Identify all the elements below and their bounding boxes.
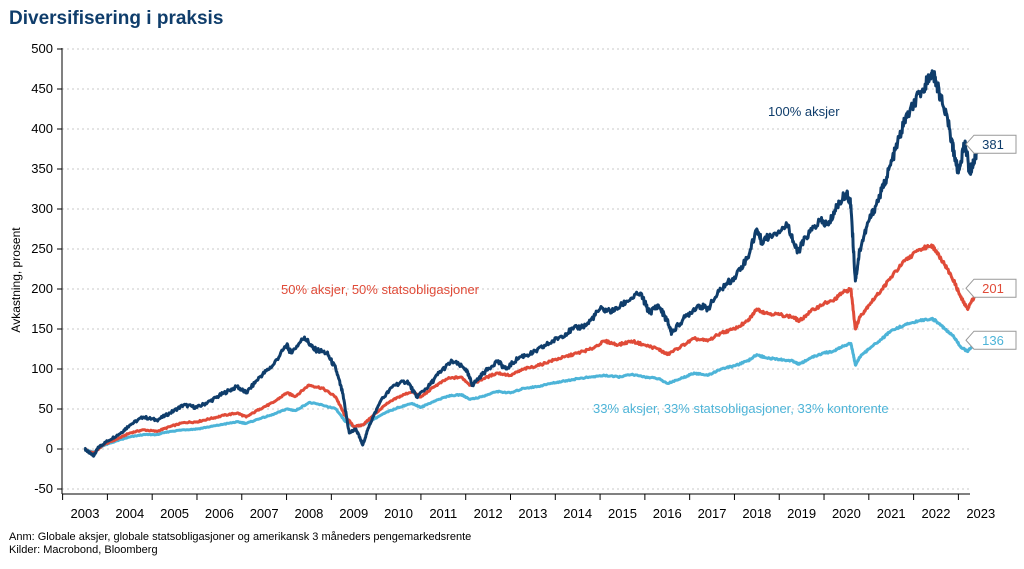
y-tick-label: 300 [31, 201, 53, 216]
x-tick-label: 2016 [653, 506, 682, 521]
y-tick-label: 450 [31, 81, 53, 96]
x-tick-label: 2017 [698, 506, 727, 521]
x-tick-label: 2015 [608, 506, 637, 521]
x-tick-label: 2018 [742, 506, 771, 521]
x-axis-ticks: 2003 2004 2005 2006 2007 2008 2009 2010 2011 2012… [62, 494, 995, 521]
y-tick-label: 50 [39, 401, 53, 416]
y-tick-label: 150 [31, 321, 53, 336]
end-label-box [965, 134, 1017, 154]
end-label-box [965, 278, 1017, 298]
end-value-label: 201 [982, 281, 1004, 296]
y-tick-label: -50 [34, 481, 53, 496]
y-tick-label: 500 [31, 41, 53, 56]
series-lines [83, 69, 981, 458]
end-value-label: 136 [982, 333, 1004, 348]
page-title: Diversifisering i praksis [9, 8, 224, 29]
x-tick-label: 2012 [474, 506, 503, 521]
series-annotation: 100% aksjer [768, 104, 840, 119]
x-tick-label: 2023 [966, 506, 995, 521]
source-text: Kilder: Macrobond, Bloomberg [9, 544, 158, 556]
series-line [83, 316, 980, 454]
y-tick-label: 400 [31, 121, 53, 136]
x-tick-label: 2019 [787, 506, 816, 521]
gridlines [62, 48, 970, 490]
x-tick-label: 2011 [429, 506, 457, 521]
y-tick-label: 0 [46, 441, 53, 456]
x-tick-label: 2013 [518, 506, 547, 521]
x-tick-label: 2008 [294, 506, 323, 521]
y-tick-label: 200 [31, 281, 53, 296]
note-text: Anm: Globale aksjer, globale statsobliga… [9, 531, 472, 543]
end-label-box [965, 330, 1017, 350]
x-tick-label: 2009 [339, 506, 368, 521]
x-tick-label: 2021 [877, 506, 906, 521]
series-annotations: 100% aksjer 50% aksjer, 50% statsobligasj… [281, 104, 889, 416]
y-axis-ticks: -50 0 50 100 150 200 250 300 350 400 450 500 [31, 41, 62, 496]
x-tick-label: 2022 [922, 506, 951, 521]
series-line [83, 69, 981, 458]
y-axis-label: Avkastning, prosent [9, 227, 23, 333]
x-tick-label: 2010 [384, 506, 413, 521]
x-tick-label: 2003 [71, 506, 100, 521]
y-tick-label: 350 [31, 161, 53, 176]
x-tick-label: 2004 [115, 506, 144, 521]
footnotes: Anm: Globale aksjer, globale statsobliga… [9, 531, 471, 557]
end-value-label: 381 [982, 137, 1004, 152]
y-tick-label: 100 [31, 361, 53, 376]
x-tick-label: 2005 [160, 506, 189, 521]
y-tick-label: 250 [31, 241, 53, 256]
x-tick-label: 2020 [832, 506, 861, 521]
series-annotation: 33% aksjer, 33% statsobligasjoner, 33% k… [593, 401, 889, 416]
x-tick-label: 2006 [205, 506, 234, 521]
series-line [83, 243, 980, 455]
end-value-labels: 381 201 136 [965, 134, 1017, 350]
x-tick-label: 2014 [563, 506, 592, 521]
series-annotation: 50% aksjer, 50% statsobligasjoner [281, 282, 480, 297]
x-tick-label: 2007 [250, 506, 279, 521]
